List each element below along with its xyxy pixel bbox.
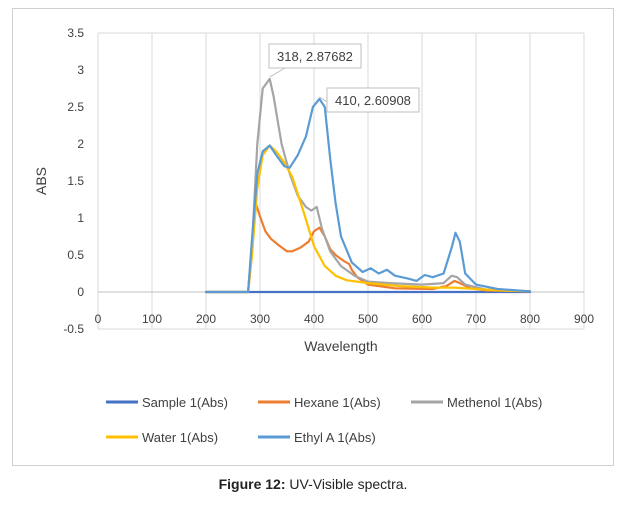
callout-box: [326, 87, 420, 113]
callout-label: 410, 2.60908: [335, 93, 411, 108]
x-axis-title: Wavelength: [304, 338, 377, 354]
x-tick-label: 900: [574, 312, 594, 326]
x-tick-label: 800: [520, 312, 540, 326]
figure-caption: Figure 12: UV-Visible spectra.: [0, 476, 626, 492]
chart-frame: [12, 8, 614, 466]
x-tick-label: 200: [196, 312, 216, 326]
x-tick-label: 700: [466, 312, 486, 326]
y-tick-label: 3.5: [67, 26, 84, 40]
y-tick-label: 0: [77, 285, 84, 299]
series-lines: [204, 77, 532, 294]
x-tick-label: 600: [412, 312, 432, 326]
y-tick-label: 2.5: [67, 100, 84, 114]
y-tick-label: 1.5: [67, 174, 84, 188]
figure-caption-label: Figure 12:: [218, 476, 286, 492]
legend-label: Ethyl A 1(Abs): [294, 430, 376, 445]
x-tick-label: 0: [95, 312, 102, 326]
y-tick-label: 1: [77, 211, 84, 225]
y-axis-title: ABS: [33, 167, 49, 195]
callout-leader: [269, 67, 286, 78]
y-tick-label: 0.5: [67, 248, 84, 262]
legend-label: Sample 1(Abs): [142, 395, 228, 410]
callout-label: 318, 2.87682: [277, 49, 353, 64]
series-line-methenol: [204, 77, 532, 294]
x-tick-label: 300: [250, 312, 270, 326]
series-line-water: [204, 144, 532, 294]
figure-caption-text: UV-Visible spectra.: [285, 476, 408, 492]
axes: 0 100 200 300 400 500 600 700 800 900 -0.5 0 0.5 1 1.5…: [63, 26, 594, 336]
uv-visible-chart: 0 100 200 300 400 500 600 700 800 900 -0.5 0 0.5 1 1.5…: [33, 26, 594, 445]
series-line-ethyl: [204, 97, 532, 294]
x-tick-label: 400: [304, 312, 324, 326]
legend-label: Water 1(Abs): [142, 430, 218, 445]
y-tick-label: -0.5: [63, 322, 84, 336]
legend-label: Methenol 1(Abs): [447, 395, 542, 410]
x-tick-label: 500: [358, 312, 378, 326]
data-callouts: 318, 2.87682 410, 2.60908: [268, 43, 420, 113]
y-tick-label: 3: [77, 63, 84, 77]
y-tick-label: 2: [77, 137, 84, 151]
callout-box: [268, 43, 362, 69]
legend-label: Hexane 1(Abs): [294, 395, 381, 410]
x-tick-label: 100: [142, 312, 162, 326]
legend: Sample 1(Abs) Hexane 1(Abs) Methenol 1(Abs…: [106, 395, 542, 445]
gridlines: [97, 32, 585, 330]
